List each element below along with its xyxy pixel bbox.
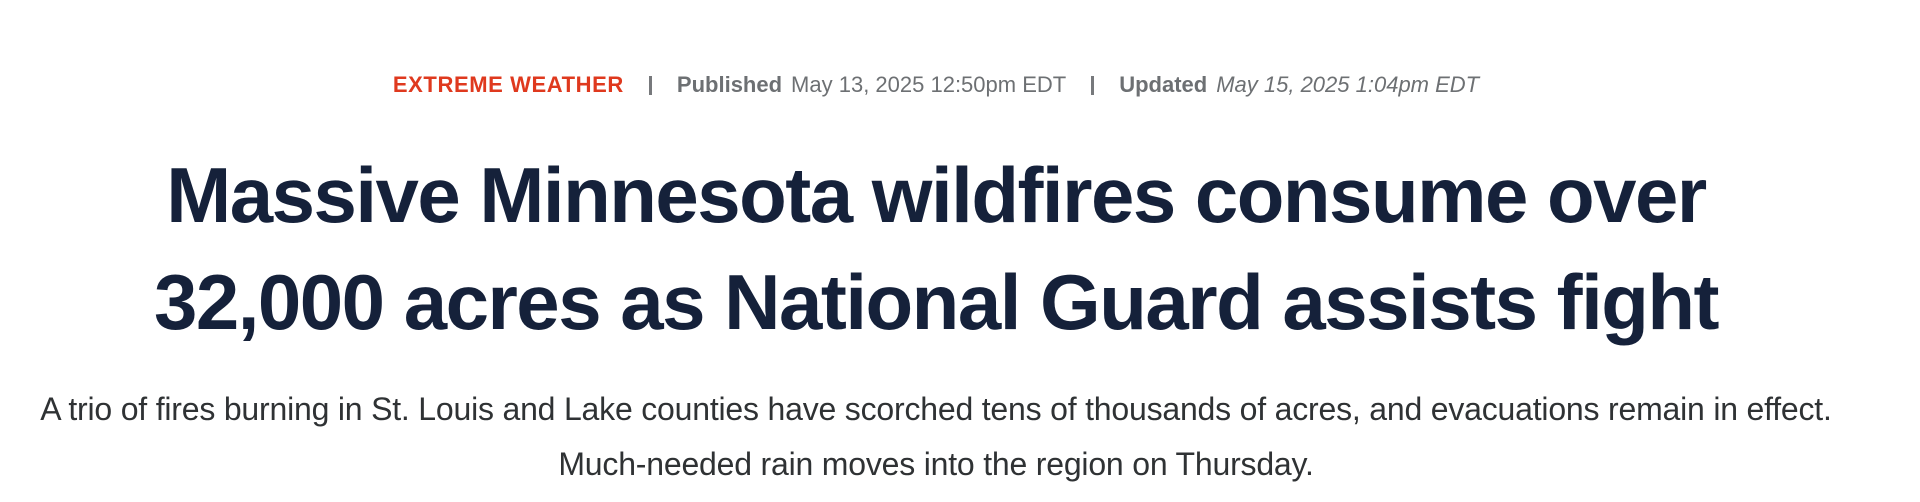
updated-group: Updated May 15, 2025 1:04pm EDT [1119, 70, 1479, 100]
headline-line-1: Massive Minnesota wildfires consume over [166, 151, 1707, 239]
published-group: Published May 13, 2025 12:50pm EDT [677, 70, 1066, 100]
separator-bar: | [1091, 75, 1095, 95]
dek-line-2: Much-needed rain moves into the region o… [558, 446, 1314, 482]
article-header: EXTREME WEATHER | Published May 13, 2025 … [0, 70, 1872, 492]
published-date: May 13, 2025 12:50pm EDT [791, 72, 1067, 97]
headline-line-2: 32,000 acres as National Guard assists f… [153, 258, 1720, 346]
updated-date: May 15, 2025 1:04pm EDT [1216, 72, 1480, 97]
separator-bar: | [648, 75, 652, 95]
published-label: Published [676, 72, 783, 97]
updated-label: Updated [1119, 72, 1208, 97]
dek-line-1: A trio of fires burning in St. Louis and… [40, 391, 1832, 427]
category-link[interactable]: EXTREME WEATHER [392, 72, 624, 97]
article-headline: Massive Minnesota wildfires consume over… [0, 142, 1872, 356]
article-meta-row: EXTREME WEATHER | Published May 13, 2025 … [0, 70, 1872, 100]
article-dek: A trio of fires burning in St. Louis and… [0, 382, 1872, 492]
